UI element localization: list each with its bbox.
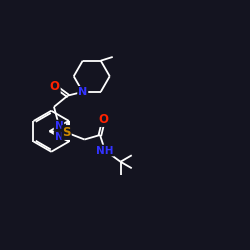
Text: O: O <box>99 113 109 126</box>
Text: N: N <box>54 120 63 130</box>
Text: O: O <box>50 80 60 92</box>
Text: N: N <box>54 132 63 142</box>
Text: NH: NH <box>96 146 114 156</box>
Text: S: S <box>62 126 71 139</box>
Text: N: N <box>78 87 87 97</box>
